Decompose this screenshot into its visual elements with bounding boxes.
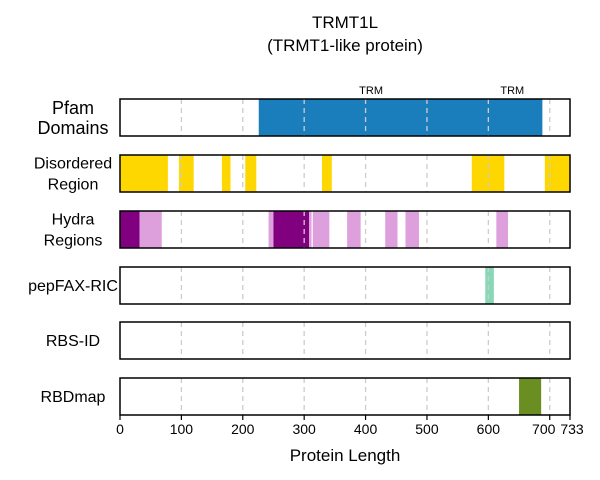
feature-bar-1-0	[120, 155, 168, 192]
x-axis: 0 100 200 300 400 500 600 700 733	[116, 415, 584, 437]
tracks-layer: TRM TRM Pfam Domains Disordered Region Hydra Re…	[28, 85, 571, 416]
track-frame	[119, 266, 571, 305]
chart-title: TRMT1L	[312, 13, 378, 32]
feature-bar-5-0	[519, 378, 542, 415]
chart-subtitle: (TRMT1-like protein)	[267, 36, 423, 55]
track-frame	[119, 377, 571, 416]
feature-bar-2-1	[139, 211, 162, 248]
feature-bar-1-6	[544, 155, 570, 192]
track-frame	[119, 321, 571, 360]
x-tick-label-4: 400	[354, 421, 378, 437]
track-label-4: RBS-ID	[46, 333, 100, 350]
x-tick-label-5: 500	[415, 421, 439, 437]
track-frame	[119, 98, 571, 137]
feature-bar-2-0	[120, 211, 140, 248]
track-label-0: Pfam Domains	[37, 98, 108, 138]
track-frame	[119, 154, 571, 193]
x-axis-label: Protein Length	[290, 446, 401, 465]
track-label-1: Disordered Region	[34, 156, 112, 194]
feature-bar-2-8	[405, 211, 419, 248]
track-4: RBS-ID	[46, 321, 571, 360]
x-tick-label-2: 200	[231, 421, 255, 437]
feature-bar-1-4	[321, 155, 332, 192]
track-2: Hydra Regions	[44, 210, 571, 250]
annotation-label-0-0: TRM	[359, 85, 383, 97]
x-tick-label-3: 300	[292, 421, 316, 437]
x-tick-label-1: 100	[170, 421, 194, 437]
track-label-2: Hydra Regions	[44, 212, 103, 250]
track-1: Disordered Region	[34, 154, 571, 194]
annotation-label-0-1: TRM	[500, 85, 524, 97]
feature-bar-1-2	[221, 155, 231, 192]
track-0: TRM TRM Pfam Domains	[37, 85, 571, 138]
feature-bar-2-6	[347, 211, 361, 248]
feature-bar-2-2	[268, 211, 274, 248]
x-tick-label-8: 733	[560, 421, 584, 437]
feature-bar-1-1	[178, 155, 194, 192]
feature-bar-2-4	[309, 211, 312, 248]
x-tick-label-6: 600	[477, 421, 501, 437]
x-tick-label-7: 700	[532, 421, 556, 437]
feature-bar-2-9	[496, 211, 508, 248]
track-label-5: RBDmap	[41, 389, 106, 406]
x-tick-label-0: 0	[116, 421, 124, 437]
feature-bar-2-7	[385, 211, 398, 248]
feature-bar-1-3	[245, 155, 257, 192]
feature-bar-2-5	[312, 211, 330, 248]
track-3: pepFAX-RIC	[28, 266, 571, 305]
feature-bar-3-0	[485, 267, 494, 304]
track-5: RBDmap	[41, 377, 571, 416]
feature-bar-2-3	[273, 211, 310, 248]
track-label-3: pepFAX-RIC	[28, 278, 118, 295]
feature-bar-0-0	[258, 99, 543, 136]
track-frame	[119, 210, 571, 249]
